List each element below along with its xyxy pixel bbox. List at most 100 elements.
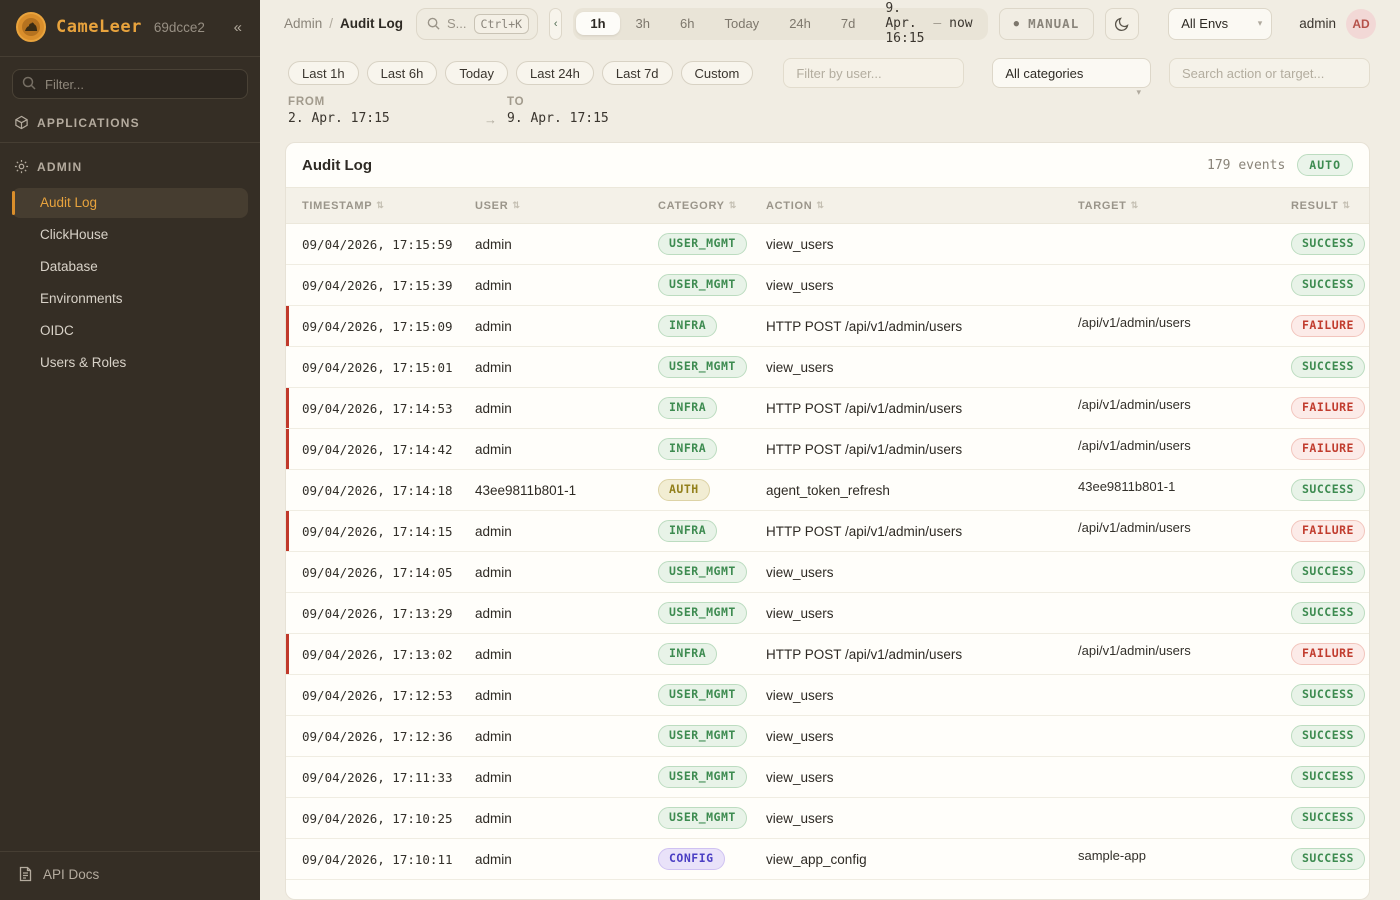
sidebar-collapse-icon[interactable]: « [233,18,242,36]
cell-action: HTTP POST /api/v1/admin/users [766,523,963,539]
cell-result: SUCCESS [1275,684,1369,706]
cell-user: admin [475,564,512,580]
table-row: 09/04/2026, 17:11:33 admin USER_MGMT vie… [286,757,1369,798]
cell-target [1062,224,1275,233]
date-range-display[interactable]: 9. Apr. 16:15 — now [885,1,973,46]
chip-custom[interactable]: Custom [680,61,754,85]
cell-timestamp: 09/04/2026, 17:10:25 [302,810,453,826]
api-docs-link[interactable]: API Docs [0,852,260,900]
sidebar-item-oidc[interactable]: OIDC [40,323,74,338]
cell-timestamp: 09/04/2026, 17:11:33 [302,769,453,785]
chip-last-7d[interactable]: Last 7d [601,61,673,85]
section-applications[interactable]: APPLICATIONS [0,99,260,140]
sort-icon: ⇅ [512,200,521,210]
table-header-row: TIMESTAMP ⇅ USER ⇅ CATEGORY ⇅ ACTION ⇅ TARGE… [286,187,1369,224]
time-range-segmented-control: 1h 3h 6h Today 24h 7d 9. Apr. 16:15 — no… [573,1,988,46]
table-row: 09/04/2026, 17:15:09 admin INFRA HTTP PO… [286,306,1369,347]
cell-timestamp: 09/04/2026, 17:15:09 [302,318,453,334]
cell-action: view_users [766,810,834,826]
cell-action: view_users [766,359,834,375]
column-header-category[interactable]: CATEGORY ⇅ [658,199,737,212]
keyboard-shortcut-badge: Ctrl+K [473,13,530,34]
cell-target: sample-app [1078,848,1146,863]
refresh-mode-button[interactable]: ● MANUAL [998,7,1095,40]
avatar[interactable]: AD [1346,8,1376,39]
column-header-result[interactable]: RESULT ⇅ [1291,199,1351,212]
column-header-user[interactable]: USER ⇅ [475,199,521,212]
cell-result: FAILURE [1275,520,1369,542]
chip-today[interactable]: Today [445,61,509,85]
column-header-timestamp[interactable]: TIMESTAMP ⇅ [302,199,385,212]
cell-action: agent_token_refresh [766,482,890,498]
section-admin[interactable]: ADMIN [0,143,260,184]
category-badge: USER_MGMT [658,602,747,624]
result-badge: SUCCESS [1291,233,1365,255]
cell-target [1062,265,1275,274]
time-range-6h[interactable]: 6h [680,16,695,31]
environment-selector[interactable]: All Envs ▾ [1168,7,1273,40]
gear-icon [14,159,29,174]
panel-collapse-button[interactable]: ‹ [549,7,563,40]
sort-icon: ⇅ [728,200,737,210]
dark-mode-toggle[interactable] [1105,7,1140,40]
chip-last-1h[interactable]: Last 1h [288,61,359,85]
cell-user: admin [475,769,512,785]
breadcrumb-admin[interactable]: Admin [284,16,323,31]
cell-target [1062,757,1275,766]
divider [0,142,260,143]
cell-category: USER_MGMT [642,807,750,829]
sidebar: CameLeer 69dcce2 « APPLICATIONS ADMIN [0,0,260,900]
action-target-search-input[interactable] [1169,58,1370,88]
cell-user: admin [475,810,512,826]
username-label: admin [1299,16,1336,31]
table-row: 09/04/2026, 17:14:15 admin INFRA HTTP PO… [286,511,1369,552]
result-badge: SUCCESS [1291,356,1365,378]
to-date-field[interactable]: TO 9. Apr. 17:15 [507,96,609,126]
user-filter-input[interactable] [783,58,965,88]
sidebar-filter-input[interactable] [12,69,248,99]
sidebar-item-database[interactable]: Database [40,259,98,274]
from-date-field[interactable]: FROM 2. Apr. 17:15 [288,96,484,126]
chip-last-6h[interactable]: Last 6h [366,61,438,85]
table-row: 09/04/2026, 17:15:59 admin USER_MGMT vie… [286,224,1369,265]
time-range-3h[interactable]: 3h [635,16,651,31]
cell-target: /api/v1/admin/users [1078,315,1191,330]
time-range-24h[interactable]: 24h [789,16,811,31]
result-badge: SUCCESS [1291,561,1365,583]
time-range-7d[interactable]: 7d [840,16,856,31]
category-select[interactable]: All categories ▾ [992,58,1151,97]
cell-user: admin [475,687,512,703]
chip-last-24h[interactable]: Last 24h [516,61,594,85]
sidebar-item-clickhouse[interactable]: ClickHouse [40,227,109,242]
column-header-target[interactable]: TARGET ⇅ [1078,199,1139,212]
time-range-today[interactable]: Today [724,16,760,31]
cell-result: SUCCESS [1275,356,1369,378]
filters-row: Last 1h Last 6h Today Last 24h Last 7d C… [260,47,1400,97]
cell-result: FAILURE [1275,643,1369,665]
cell-result: SUCCESS [1275,274,1369,296]
time-range-1h[interactable]: 1h [576,12,620,35]
cell-timestamp: 09/04/2026, 17:14:42 [302,441,453,457]
cell-action: view_users [766,769,834,785]
sidebar-item-audit-log[interactable]: Audit Log [12,188,248,218]
global-search[interactable]: S... Ctrl+K [416,7,539,40]
card-header: Audit Log 179 events AUTO [286,143,1369,187]
category-badge: INFRA [658,397,718,419]
sidebar-item-users-roles[interactable]: Users & Roles [40,355,127,370]
cell-target [1062,798,1275,807]
from-label: FROM [288,96,326,108]
table-row: 09/04/2026, 17:13:02 admin INFRA HTTP PO… [286,634,1369,675]
sort-icon: ⇅ [816,200,825,210]
cell-user: admin [475,441,512,457]
auto-refresh-badge[interactable]: AUTO [1297,154,1353,176]
column-header-action[interactable]: ACTION ⇅ [766,199,825,212]
cell-action: HTTP POST /api/v1/admin/users [766,400,963,416]
result-badge: SUCCESS [1291,725,1365,747]
result-badge: FAILURE [1291,520,1365,542]
cell-timestamp: 09/04/2026, 17:14:53 [302,400,453,416]
table-row: 09/04/2026, 17:14:18 43ee9811b801-1 AUTH… [286,470,1369,511]
sidebar-item-environments[interactable]: Environments [40,291,123,306]
cell-target: /api/v1/admin/users [1078,438,1191,453]
cell-category: INFRA [642,397,750,419]
admin-nav: Audit Log ClickHouse Database Environmen… [0,184,260,386]
